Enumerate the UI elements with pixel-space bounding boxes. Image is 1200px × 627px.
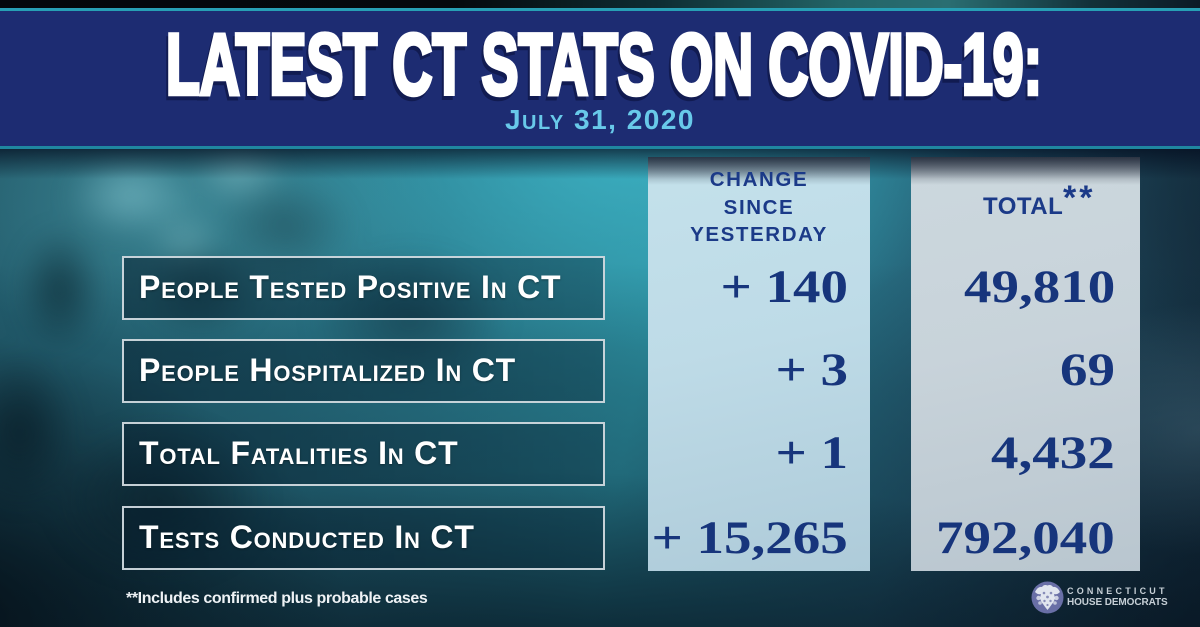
svg-text:LATEST CT STATS ON COVID-19:: LATEST CT STATS ON COVID-19: <box>166 20 1042 112</box>
svg-text:LATEST CT STATS ON COVID-19:: LATEST CT STATS ON COVID-19: <box>164 21 1040 112</box>
